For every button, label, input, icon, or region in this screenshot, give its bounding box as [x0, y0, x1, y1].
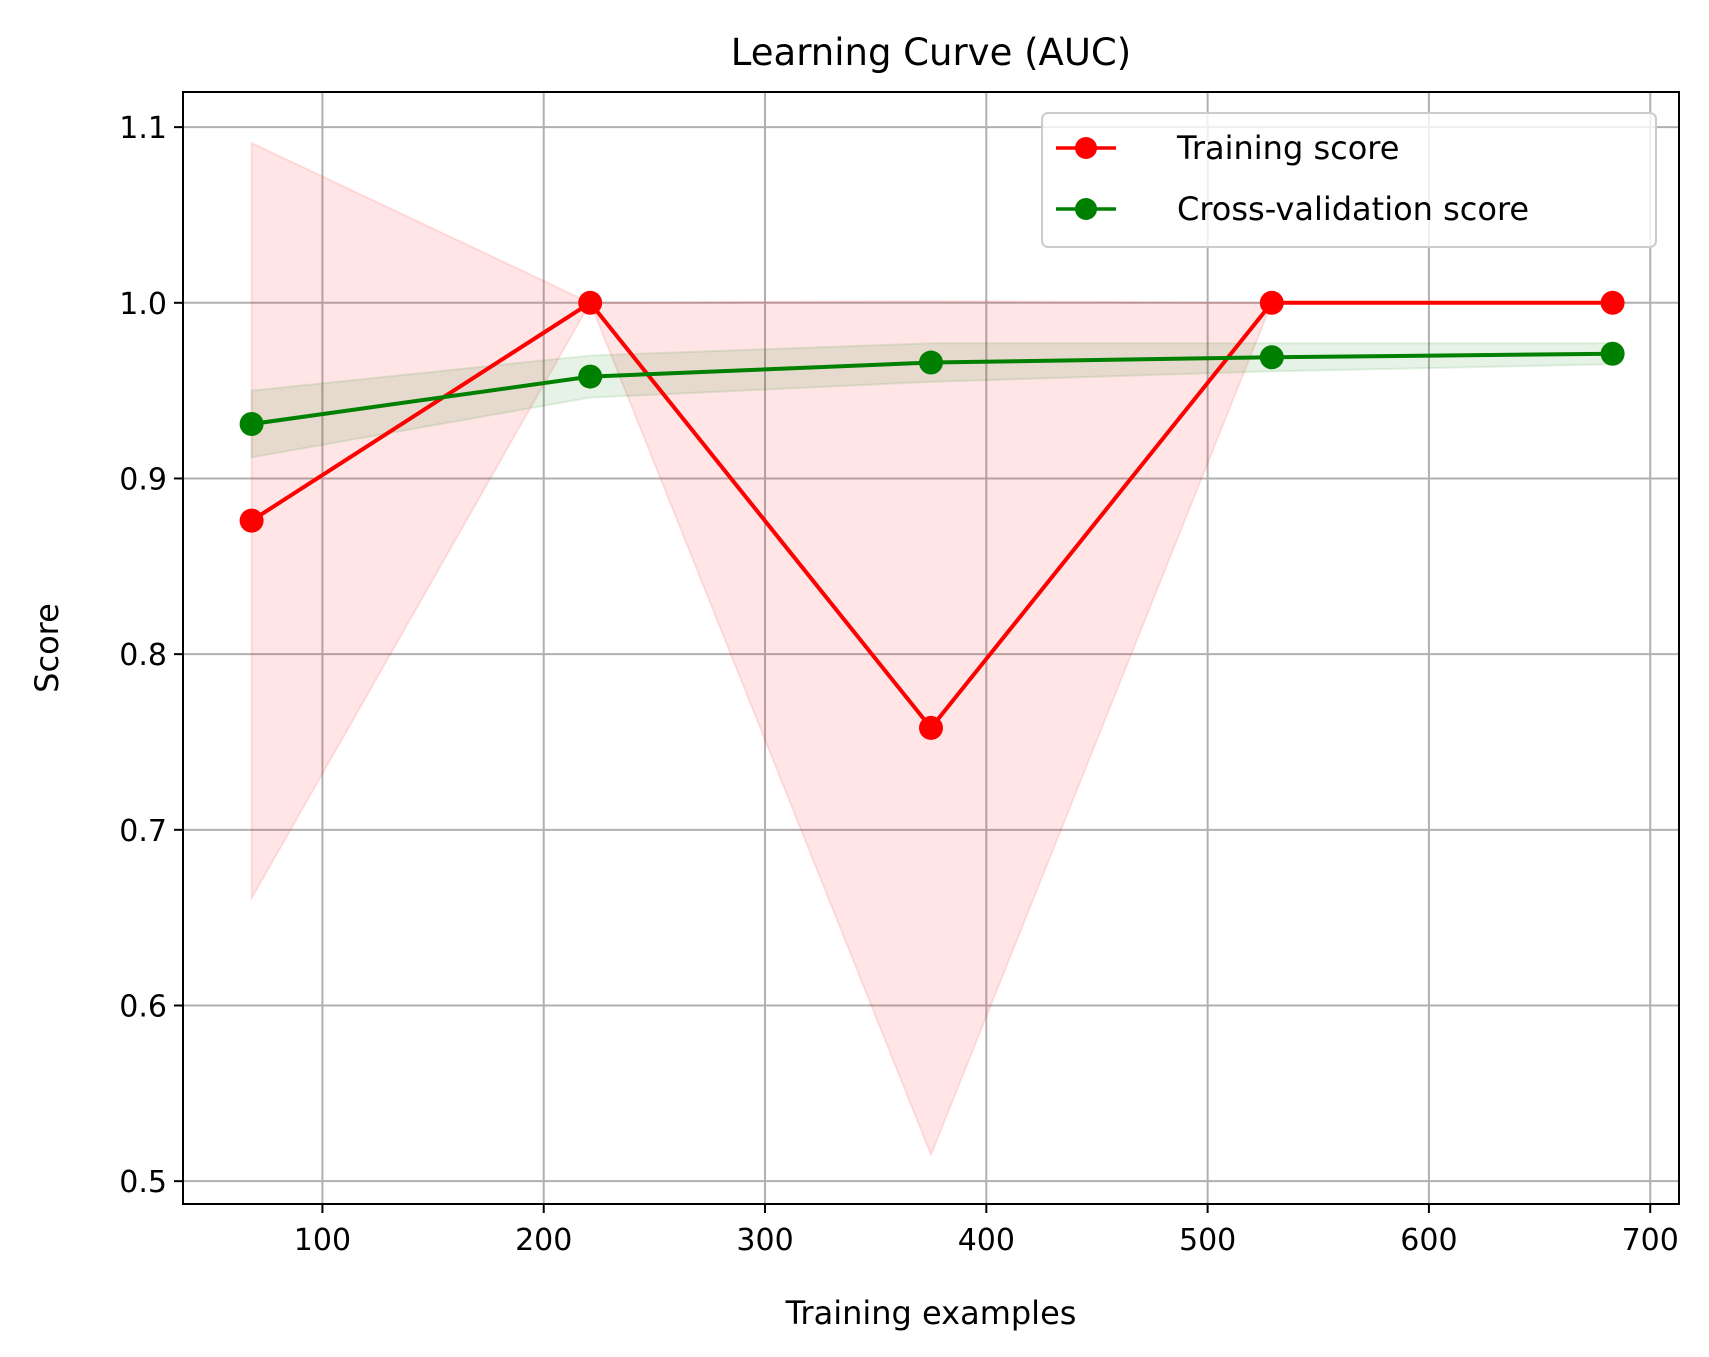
y-tick-label: 0.5	[119, 1165, 167, 1200]
legend-marker-training	[1075, 137, 1097, 159]
point-cross-validation	[239, 412, 264, 437]
y-tick-label: 0.8	[119, 638, 167, 673]
legend-label-cross-validation: Cross-validation score	[1177, 190, 1529, 228]
point-training	[1600, 290, 1625, 315]
series-markers	[239, 290, 1625, 740]
y-axis-ticks: 0.5 0.6 0.7 0.8 0.9 1.0 1.1	[119, 111, 183, 1200]
x-tick-label: 600	[1400, 1223, 1457, 1258]
legend: Training score Cross-validation score	[1041, 112, 1657, 248]
x-tick-label: 700	[1622, 1223, 1679, 1258]
y-tick-label: 0.6	[119, 989, 167, 1024]
point-cross-validation	[919, 350, 943, 375]
point-training	[239, 508, 264, 533]
x-tick-label: 400	[958, 1223, 1015, 1258]
chart-title: Learning Curve (AUC)	[731, 31, 1131, 74]
x-tick-label: 500	[1179, 1223, 1236, 1258]
x-tick-label: 200	[515, 1223, 572, 1258]
y-tick-label: 1.0	[119, 287, 167, 322]
x-tick-label: 100	[294, 1223, 351, 1258]
x-axis-label: Training examples	[785, 1294, 1077, 1332]
point-training	[578, 290, 603, 315]
y-tick-label: 0.7	[119, 814, 167, 849]
y-tick-label: 1.1	[119, 111, 167, 146]
legend-label-training: Training score	[1176, 129, 1399, 167]
point-cross-validation	[1259, 345, 1284, 370]
x-tick-label: 300	[736, 1223, 793, 1258]
point-cross-validation	[1600, 341, 1625, 366]
y-tick-label: 0.9	[119, 462, 167, 497]
legend-box	[1041, 112, 1657, 248]
point-training	[1259, 290, 1284, 315]
point-training	[919, 715, 943, 740]
legend-marker-cross-validation	[1075, 198, 1097, 220]
point-cross-validation	[578, 364, 603, 389]
grid	[183, 92, 1679, 1204]
y-axis-label: Score	[28, 603, 66, 693]
x-axis-ticks: 100 200 300 400 500 600 700	[294, 1204, 1679, 1258]
plot-frame	[182, 91, 1680, 1205]
